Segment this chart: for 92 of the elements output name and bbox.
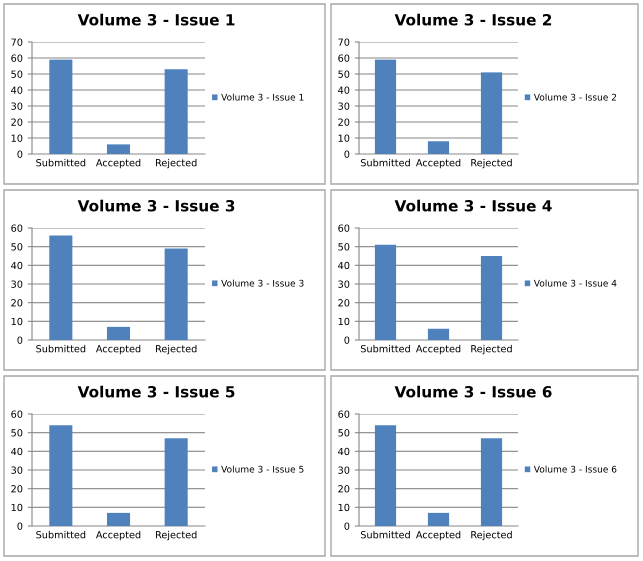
bar [480, 256, 502, 340]
bar [480, 72, 502, 154]
y-tick-label: 20 [11, 118, 22, 126]
bar [164, 69, 188, 154]
y-tick-label: 50 [338, 243, 350, 250]
bar [106, 512, 130, 526]
y-tick-label: 50 [338, 429, 350, 436]
chart-title: Volume 3 - Issue 4 [394, 200, 552, 212]
y-tick-label: 10 [12, 134, 22, 142]
y-tick-label: 20 [338, 299, 350, 306]
legend-label: Volume 3 - Issue 3 [221, 280, 304, 287]
y-tick-label: 50 [338, 70, 350, 78]
bar [374, 425, 396, 526]
x-tick-label: Accepted [416, 344, 460, 354]
x-tick-label: Rejected [471, 344, 512, 354]
y-tick-label: 30 [338, 102, 350, 110]
chart-title: Volume 3 - Issue 5 [78, 386, 234, 398]
y-tick-label: 20 [11, 299, 22, 306]
y-tick-label: 20 [338, 485, 350, 492]
legend-label: Volume 3 - Issue 6 [534, 466, 616, 473]
x-tick-label: Accepted [416, 530, 460, 540]
y-tick-label: 10 [12, 504, 22, 512]
x-tick-label: Rejected [156, 530, 196, 540]
x-tick-label: Rejected [471, 530, 512, 540]
x-tick-label: Accepted [96, 530, 140, 540]
x-tick-label: Submitted [36, 158, 86, 166]
y-tick-label: 30 [11, 466, 22, 474]
y-tick-label: 50 [11, 429, 22, 436]
y-tick-label: 20 [11, 485, 22, 492]
y-tick-label: 40 [11, 86, 22, 94]
bar [428, 328, 450, 340]
y-tick-label: 60 [11, 410, 22, 418]
y-tick-label: 60 [338, 410, 350, 418]
y-tick-label: 40 [11, 448, 22, 456]
chart-title: Volume 3 - Issue 3 [78, 200, 234, 212]
bar [49, 235, 72, 340]
y-tick-label: 30 [11, 102, 22, 110]
legend-label: Volume 3 - Issue 4 [534, 280, 616, 287]
x-tick-label: Accepted [416, 158, 460, 168]
y-tick-label: 0 [17, 150, 22, 158]
y-tick-label: 60 [11, 54, 22, 62]
bar [49, 60, 72, 154]
bar [164, 248, 188, 340]
x-tick-label: Submitted [360, 158, 410, 166]
y-tick-label: 30 [338, 280, 350, 288]
y-tick-label: 0 [344, 150, 350, 158]
bar [106, 144, 130, 154]
x-tick-label: Rejected [156, 344, 196, 354]
bar [480, 438, 502, 526]
x-tick-label: Submitted [36, 530, 86, 538]
y-tick-label: 0 [17, 522, 22, 530]
y-tick-label: 50 [11, 70, 22, 78]
chart-title: Volume 3 - Issue 1 [78, 14, 234, 26]
legend-label: Volume 3 - Issue 2 [534, 94, 616, 101]
y-tick-label: 60 [338, 224, 350, 232]
y-tick-label: 10 [338, 318, 350, 326]
bar [374, 244, 396, 340]
y-tick-label: 0 [344, 522, 350, 530]
y-tick-label: 10 [338, 504, 350, 512]
y-tick-label: 40 [338, 262, 350, 270]
y-tick-label: 30 [338, 466, 350, 474]
y-tick-label: 60 [338, 54, 350, 62]
x-tick-label: Submitted [360, 344, 410, 352]
y-tick-label: 60 [11, 224, 22, 232]
y-tick-label: 30 [11, 280, 22, 288]
bar [164, 438, 188, 526]
y-tick-label: 50 [11, 243, 22, 250]
y-tick-label: 70 [338, 38, 350, 46]
bar [428, 141, 450, 154]
legend-label: Volume 3 - Issue 5 [221, 466, 304, 473]
x-tick-label: Submitted [360, 530, 410, 538]
x-tick-label: Submitted [36, 344, 86, 352]
legend-label: Volume 3 - Issue 1 [221, 94, 304, 101]
y-tick-label: 20 [338, 118, 350, 126]
chart-title: Volume 3 - Issue 6 [394, 386, 552, 398]
y-tick-label: 40 [338, 448, 350, 456]
x-tick-label: Accepted [96, 158, 140, 168]
bar [374, 60, 396, 154]
x-tick-label: Rejected [156, 158, 196, 168]
bar [428, 512, 450, 526]
chart-title: Volume 3 - Issue 2 [394, 14, 552, 26]
y-tick-label: 40 [338, 86, 350, 94]
y-tick-label: 0 [17, 336, 22, 344]
y-tick-label: 0 [344, 336, 350, 344]
x-tick-label: Accepted [96, 344, 140, 354]
y-tick-label: 10 [338, 134, 350, 142]
y-tick-label: 40 [11, 262, 22, 270]
x-tick-label: Rejected [471, 158, 512, 168]
bar [49, 425, 72, 526]
y-tick-label: 70 [11, 38, 22, 46]
y-tick-label: 10 [12, 318, 22, 326]
bar [106, 326, 130, 340]
